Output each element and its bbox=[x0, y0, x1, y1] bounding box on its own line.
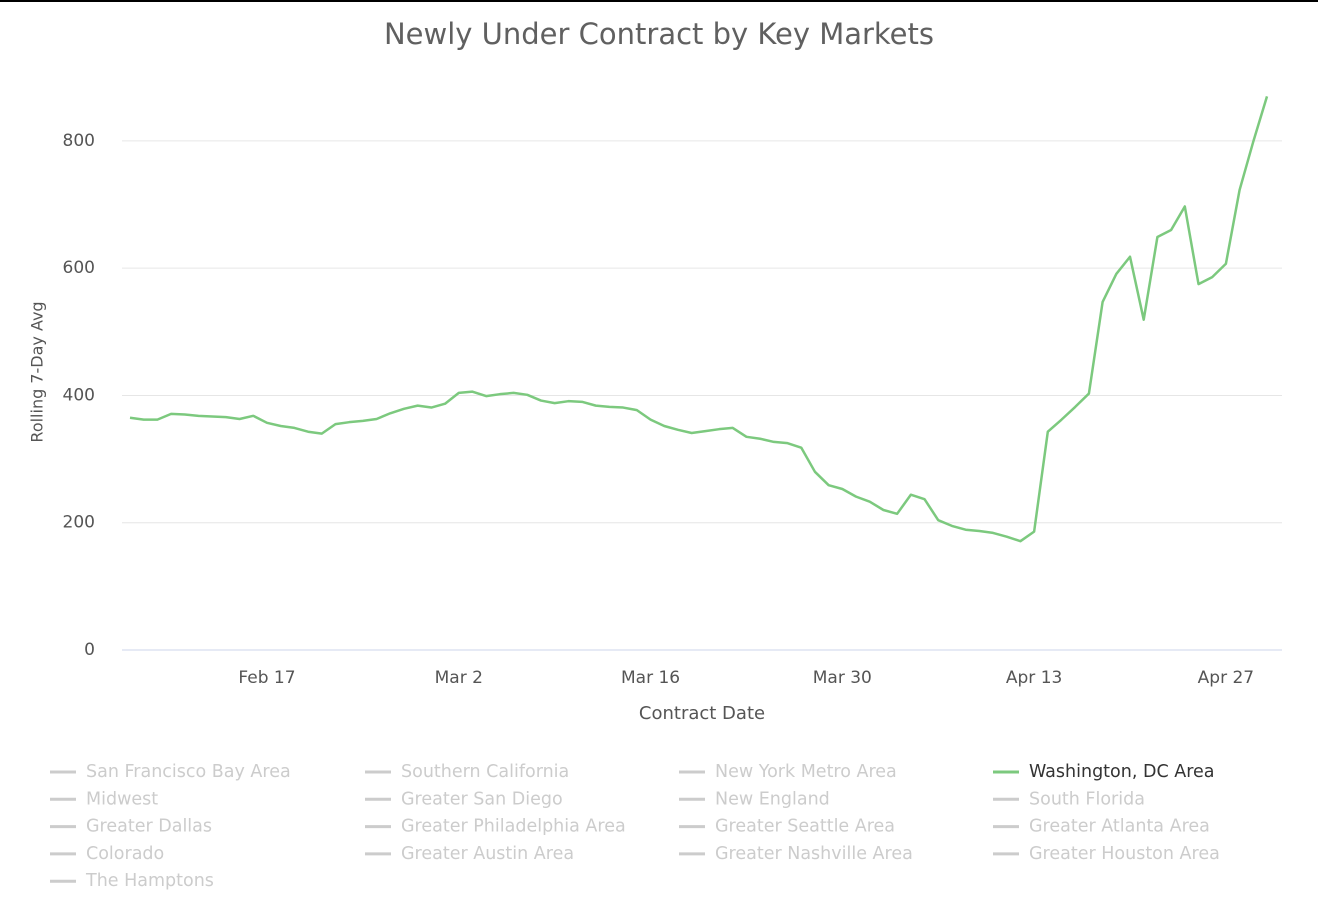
legend-label[interactable]: Colorado bbox=[86, 844, 164, 864]
y-tick-label: 400 bbox=[63, 385, 95, 405]
legend-label[interactable]: Greater Nashville Area bbox=[715, 844, 913, 864]
x-tick-label: Mar 16 bbox=[621, 668, 680, 688]
legend-label[interactable]: Greater San Diego bbox=[401, 789, 563, 809]
legend-label[interactable]: Greater Atlanta Area bbox=[1029, 817, 1210, 837]
x-tick-label: Mar 2 bbox=[435, 668, 483, 688]
legend-label[interactable]: Midwest bbox=[86, 789, 158, 809]
legend-label[interactable]: Greater Philadelphia Area bbox=[401, 817, 626, 837]
x-tick-label: Feb 17 bbox=[238, 668, 295, 688]
y-axis-title: Rolling 7-Day Avg bbox=[28, 301, 47, 442]
legend-label[interactable]: South Florida bbox=[1029, 789, 1145, 809]
x-axis-title: Contract Date bbox=[639, 703, 765, 724]
x-tick-label: Apr 27 bbox=[1198, 668, 1254, 688]
legend-label[interactable]: Greater Houston Area bbox=[1029, 844, 1220, 864]
series-line bbox=[129, 96, 1269, 543]
legend-label[interactable]: Southern California bbox=[401, 762, 569, 782]
legend-label[interactable]: Washington, DC Area bbox=[1029, 762, 1215, 782]
legend-label[interactable]: The Hamptons bbox=[85, 871, 214, 891]
legend-label[interactable]: San Francisco Bay Area bbox=[86, 762, 291, 782]
x-tick-label: Mar 30 bbox=[813, 668, 872, 688]
legend-label[interactable]: New York Metro Area bbox=[715, 762, 897, 782]
x-tick-label: Apr 13 bbox=[1006, 668, 1062, 688]
chart-title: Newly Under Contract by Key Markets bbox=[384, 17, 934, 51]
y-tick-label: 0 bbox=[84, 640, 95, 660]
legend-label[interactable]: Greater Austin Area bbox=[401, 844, 574, 864]
legend-label[interactable]: Greater Seattle Area bbox=[715, 817, 895, 837]
legend-label[interactable]: Greater Dallas bbox=[86, 817, 212, 837]
y-tick-label: 200 bbox=[63, 513, 95, 533]
legend-label[interactable]: New England bbox=[715, 789, 830, 809]
y-tick-label: 600 bbox=[63, 258, 95, 278]
y-tick-label: 800 bbox=[63, 131, 95, 151]
